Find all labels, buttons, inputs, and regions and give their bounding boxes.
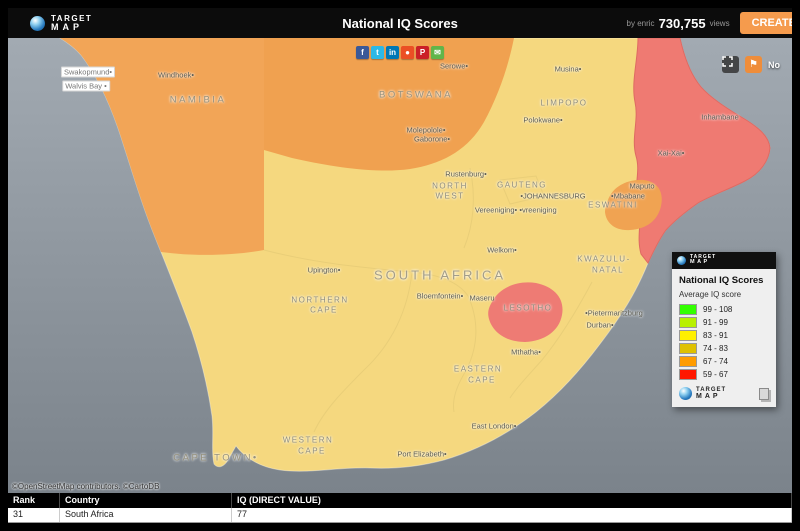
targetmap-page: TARGET MAP National IQ Scores by enric 7… (8, 8, 792, 523)
legend-footer-logo-text: TARGET MAP (696, 387, 727, 400)
legend-swatch (679, 330, 697, 341)
table-cell: 31 (8, 508, 60, 522)
create-button[interactable]: CREATE (739, 12, 792, 34)
targetmap-logo-icon (679, 387, 692, 400)
legend-swatch (679, 304, 697, 315)
mail-share-icon[interactable]: ✉ (431, 46, 444, 59)
legend-item: 91 - 99 (679, 317, 769, 328)
legend-swatch (679, 356, 697, 367)
legend-range-label: 67 - 74 (703, 357, 728, 366)
targetmap-logo-text: TARGET MAP (51, 13, 93, 32)
legend-item: 74 - 83 (679, 343, 769, 354)
table-header-cell: Rank (8, 493, 60, 508)
region-botswana[interactable] (264, 38, 514, 171)
targetmap-logo[interactable]: TARGET MAP (30, 13, 93, 32)
region-eswatini[interactable] (605, 179, 662, 231)
legend-panel: TARGET MAP National IQ Scores Average IQ… (672, 252, 776, 407)
map-area: f t in ● P ✉ ⚑ No Swakopmund• Walvis Bay • Wind… (8, 38, 792, 493)
twitter-share-icon[interactable]: t (371, 46, 384, 59)
legend-items: 99 - 108 91 - 99 83 - 91 74 - 83 67 - 74 59 -… (679, 304, 769, 380)
map-attribution: ©OpenStreetMap contributors. ©CartoDB (12, 482, 160, 491)
map-canvas[interactable] (8, 38, 792, 493)
targetmap-logo-icon (30, 15, 45, 31)
legend-item: 67 - 74 (679, 356, 769, 367)
facebook-share-icon[interactable]: f (356, 46, 369, 59)
region-lesotho[interactable] (488, 282, 563, 342)
legend-header[interactable]: TARGET MAP (672, 252, 776, 269)
legend-item: 99 - 108 (679, 304, 769, 315)
legend-range-label: 91 - 99 (703, 318, 728, 327)
legend-logo-text: TARGET MAP (690, 254, 717, 266)
copy-icon[interactable] (759, 387, 769, 400)
views-label: views (709, 18, 730, 28)
linkedin-share-icon[interactable]: in (386, 46, 399, 59)
legend-body: National IQ Scores Average IQ score 99 -… (672, 269, 776, 407)
flag-button[interactable]: ⚑ (745, 56, 762, 73)
table-cell: 77 (232, 508, 792, 522)
legend-range-label: 99 - 108 (703, 305, 733, 314)
legend-item: 59 - 67 (679, 369, 769, 380)
author-label[interactable]: by enric (626, 18, 655, 28)
view-mode-label[interactable]: No (768, 59, 780, 70)
legend-item: 83 - 91 (679, 330, 769, 341)
table-body: 31 South Africa 77 (8, 508, 792, 523)
legend-range-label: 74 - 83 (703, 344, 728, 353)
targetmap-logo-icon (677, 256, 686, 265)
pinterest-share-icon[interactable]: P (416, 46, 429, 59)
table-row[interactable]: 31 South Africa 77 (8, 508, 792, 523)
page-title: National IQ Scores (342, 15, 458, 31)
table-cell: South Africa (60, 508, 232, 522)
legend-swatch (679, 343, 697, 354)
reddit-share-icon[interactable]: ● (401, 46, 414, 59)
views-count: 730,755 (658, 15, 706, 31)
fullscreen-button[interactable] (722, 56, 739, 73)
legend-subtitle: Average IQ score (679, 290, 742, 299)
legend-swatch (679, 317, 697, 328)
fullscreen-icon (722, 56, 733, 67)
legend-range-label: 59 - 67 (703, 370, 728, 379)
table-header-cell: Country (60, 493, 232, 508)
map-controls: ⚑ No (722, 56, 780, 73)
header-right: by enric 730,755 views CREATE (627, 12, 792, 34)
table-header-cell: IQ (DIRECT VALUE) (232, 493, 792, 508)
region-mozambique[interactable] (633, 38, 771, 264)
region-namibia[interactable] (60, 38, 264, 255)
data-table: Rank Country IQ (DIRECT VALUE) 31 South Afr… (8, 493, 792, 523)
legend-footer: TARGET MAP (679, 387, 769, 400)
legend-swatch (679, 369, 697, 380)
legend-title: National IQ Scores (679, 275, 764, 286)
legend-range-label: 83 - 91 (703, 331, 728, 340)
share-bar: f t in ● P ✉ (356, 46, 444, 59)
table-header-row: Rank Country IQ (DIRECT VALUE) (8, 493, 792, 508)
top-header: TARGET MAP National IQ Scores by enric 7… (8, 8, 792, 38)
province-borders (263, 167, 593, 433)
